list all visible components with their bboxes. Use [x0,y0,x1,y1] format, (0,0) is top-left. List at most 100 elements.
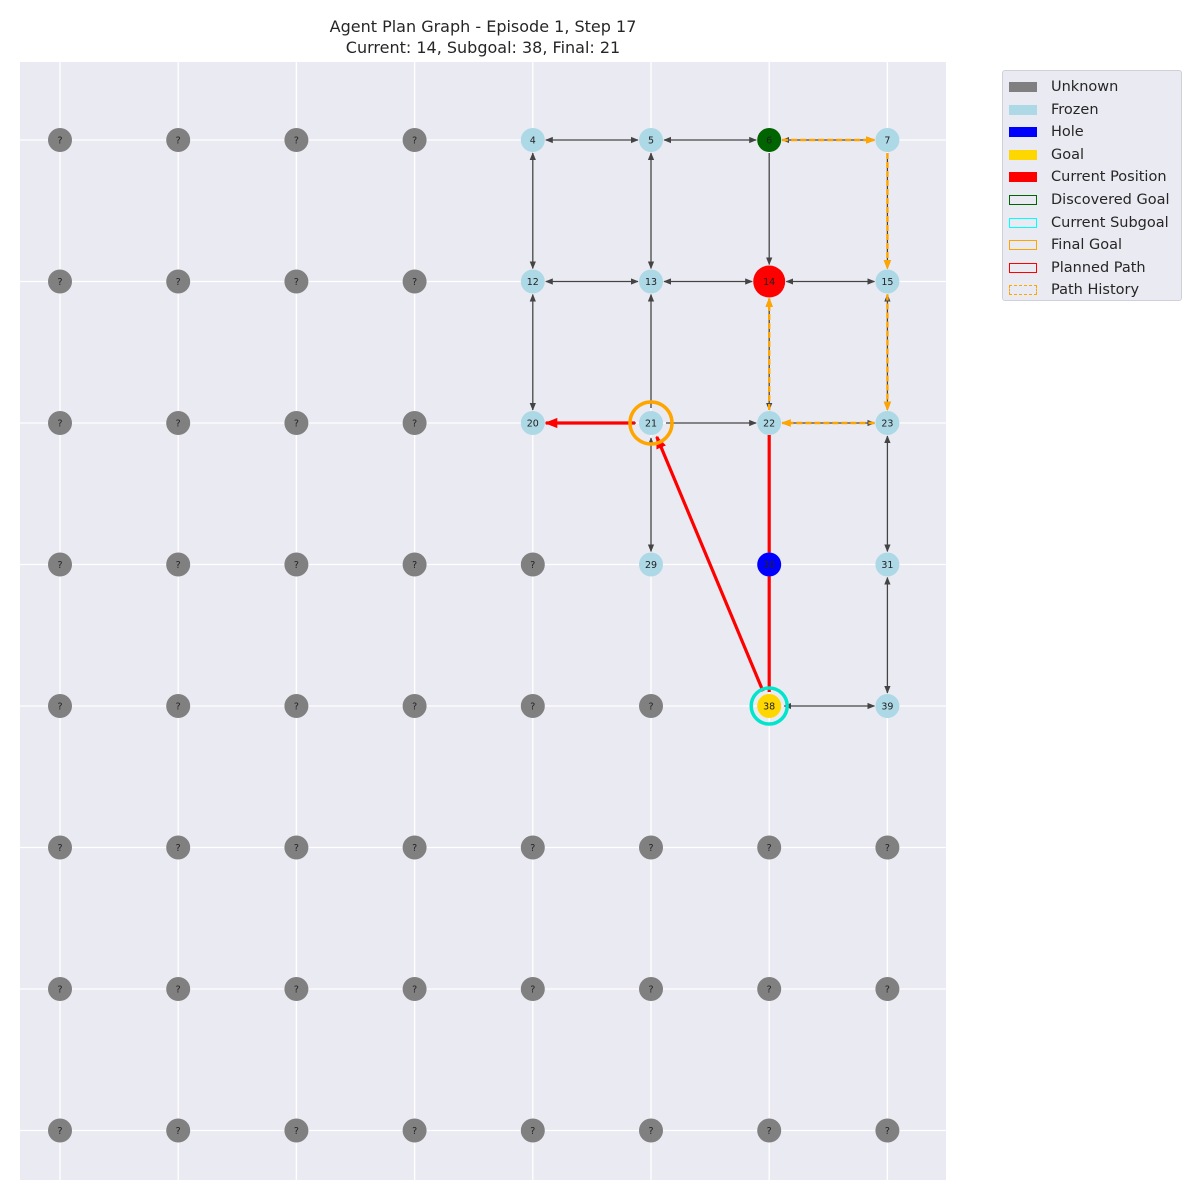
legend-label: Current Subgoal [1051,214,1169,231]
plot-area [20,62,946,1180]
unknown-label: ? [294,843,299,854]
unknown-label: ? [648,702,653,713]
legend-item: Current Position [1009,167,1167,187]
unknown-label: ? [530,702,535,713]
node-unknown [166,269,191,294]
legend-item: Unknown [1009,77,1118,97]
node-unknown [48,694,72,718]
unknown-label: ? [57,419,62,430]
unknown-label: ? [294,1126,299,1137]
node-label: 15 [881,277,893,288]
node-unknown [284,977,309,1001]
node-unknown [166,977,191,1001]
node-unknown [402,977,427,1001]
unknown-label: ? [57,560,62,571]
unknown-label: ? [885,843,890,854]
legend-item: Discovered Goal [1009,190,1170,210]
legend-swatch [1009,217,1037,228]
node-unknown [48,552,72,577]
node-label: 30 [763,560,775,571]
unknown-label: ? [57,702,62,713]
node-unknown [402,1118,427,1143]
unknown-label: ? [57,985,62,996]
node-unknown [757,977,782,1001]
node-13 [639,269,663,294]
node-unknown [639,1118,663,1143]
legend-label: Planned Path [1051,259,1146,276]
node-unknown [402,552,427,577]
node-unknown [166,128,191,152]
unknown-label: ? [57,1126,62,1137]
node-12 [520,269,545,294]
unknown-label: ? [176,843,181,854]
node-unknown [402,128,427,152]
unknown-label: ? [412,843,417,854]
node-unknown [875,835,900,860]
legend-item: Planned Path [1009,258,1146,278]
legend-swatch [1009,195,1037,205]
node-label: 5 [648,136,654,147]
unknown-label: ? [294,136,299,147]
node-unknown [639,835,663,860]
legend-item: Frozen [1009,100,1099,120]
legend-swatch [1009,82,1037,92]
unknown-label: ? [530,843,535,854]
legend-label: Final Goal [1051,237,1123,254]
node-14 [753,265,786,298]
unknown-label: ? [176,136,181,147]
unknown-label: ? [412,419,417,430]
title-line-2: Current: 14, Subgoal: 38, Final: 21 [345,38,621,57]
unknown-label: ? [294,277,299,288]
node-unknown [639,977,663,1001]
legend-item: Hole [1009,122,1084,142]
unknown-label: ? [530,985,535,996]
node-label: 20 [527,419,539,430]
unknown-label: ? [412,702,417,713]
path-history [765,136,892,427]
unknown-label: ? [294,702,299,713]
unknown-label: ? [648,1126,653,1137]
unknown-label: ? [767,843,772,854]
legend-swatch [1009,149,1037,160]
node-unknown [48,1118,72,1143]
legend-label: Goal [1051,146,1085,163]
node-unknown [284,411,309,435]
node-4 [520,128,545,152]
unknown-label: ? [176,702,181,713]
node-29 [639,552,663,577]
node-label: 21 [645,419,657,430]
legend-label: Current Position [1051,169,1167,186]
legend-swatch [1009,262,1037,273]
node-unknown [402,694,427,718]
node-unknown [284,128,309,152]
legend-label: Frozen [1051,101,1099,118]
node-label: 29 [645,560,657,571]
node-unknown [48,128,72,152]
legend-label: Unknown [1051,79,1119,95]
node-31 [875,552,900,577]
node-unknown [520,835,545,860]
unknown-label: ? [530,560,535,571]
node-21 [639,411,663,435]
unknown-label: ? [176,419,181,430]
unknown-label: ? [176,277,181,288]
node-label: 7 [884,136,890,147]
node-unknown [757,835,782,860]
node-unknown [48,835,72,860]
node-label: 22 [763,419,775,430]
node-label: 38 [763,702,775,713]
node-unknown [520,1118,545,1143]
unknown-label: ? [648,985,653,996]
legend-swatch [1009,104,1037,115]
legend-item: Path History [1009,280,1139,300]
node-30 [757,552,782,577]
unknown-label: ? [412,985,417,996]
unknown-label: ? [767,1126,772,1137]
node-label: 12 [527,277,539,288]
legend-swatch [1009,285,1037,296]
node-unknown [166,411,191,435]
legend-item: Goal [1009,145,1084,165]
legend-swatch [1009,240,1037,251]
title-line-1: Agent Plan Graph - Episode 1, Step 17 [329,17,637,36]
node-unknown [284,1118,309,1143]
